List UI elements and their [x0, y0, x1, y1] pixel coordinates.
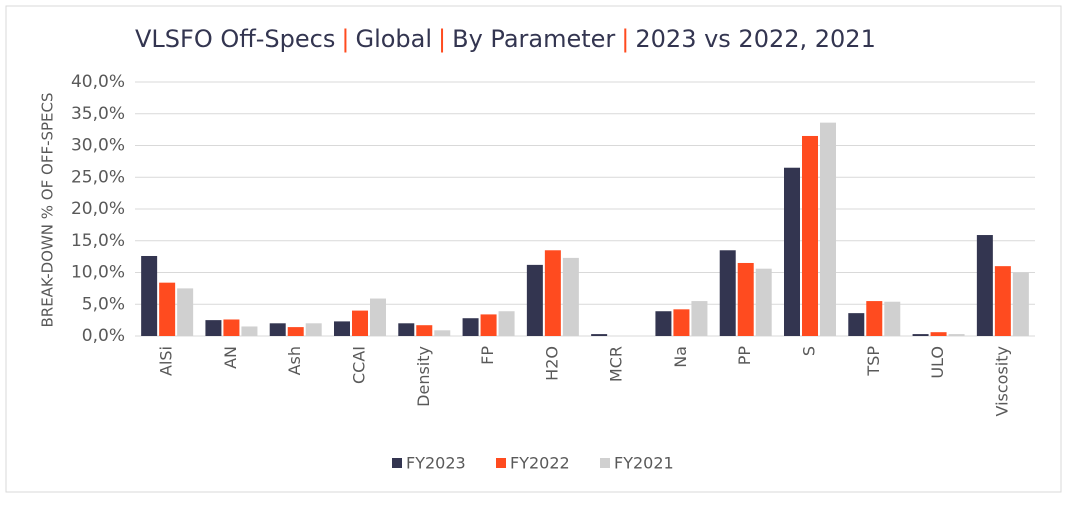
y-tick-label: 35,0%: [71, 104, 125, 124]
bar: [416, 325, 433, 336]
bar: [655, 311, 672, 336]
y-tick-label: 0,0%: [82, 326, 125, 346]
legend-swatch: [392, 458, 402, 468]
bar: [691, 301, 708, 336]
title-part: VLSFO Off-Specs: [135, 25, 335, 53]
bar: [370, 298, 386, 336]
bar: [737, 262, 754, 336]
bar: [434, 330, 451, 336]
bar: [994, 266, 1011, 336]
legend-label: FY2023: [406, 454, 466, 473]
legend-label: FY2022: [510, 454, 570, 473]
title-separator: |: [621, 25, 629, 53]
title-part: By Parameter: [452, 25, 615, 53]
y-tick-label: 5,0%: [82, 294, 125, 314]
bar: [802, 135, 818, 336]
bar: [462, 318, 479, 336]
title-separator: |: [438, 25, 446, 53]
x-tick-label: ULO: [928, 346, 947, 379]
bar: [334, 321, 350, 336]
y-tick-label: 10,0%: [71, 263, 125, 283]
y-tick-label: 30,0%: [71, 136, 125, 156]
bar: [976, 235, 993, 336]
chart-frame: [5, 5, 1062, 493]
x-tick-label: TSP: [864, 346, 883, 377]
bar: [480, 314, 497, 336]
legend-swatch: [600, 458, 610, 468]
bar: [305, 323, 322, 336]
bar: [498, 311, 515, 336]
bar: [562, 257, 579, 336]
x-tick-label: Ash: [285, 346, 304, 375]
x-tick-label: Viscosity: [992, 346, 1011, 416]
bar: [912, 334, 929, 336]
bar: [719, 250, 736, 336]
bar: [287, 327, 304, 336]
title-part: Global: [355, 25, 432, 53]
y-axis-label: BREAK-DOWN % OF OFF-SPECS: [39, 92, 57, 327]
x-tick-label: Na: [671, 346, 690, 368]
x-tick-label: Density: [414, 346, 433, 407]
bar: [820, 122, 836, 336]
bar: [848, 313, 865, 336]
bar: [884, 301, 901, 336]
bar: [948, 334, 965, 336]
bar: [205, 320, 222, 336]
bar: [673, 309, 690, 336]
bar: [398, 323, 415, 336]
bar: [159, 282, 176, 336]
y-tick-label: 25,0%: [71, 167, 125, 187]
y-tick-label: 20,0%: [71, 199, 125, 219]
legend-swatch: [496, 458, 506, 468]
bar: [241, 326, 258, 336]
x-tick-label: MCR: [607, 346, 626, 382]
bar: [223, 319, 240, 336]
bar: [352, 310, 368, 336]
bar: [755, 268, 772, 336]
x-tick-label: S: [800, 346, 819, 356]
x-tick-label: AN: [221, 346, 240, 369]
x-tick-label: CCAI: [350, 346, 369, 384]
y-tick-label: 15,0%: [71, 231, 125, 251]
bar: [866, 301, 883, 336]
title-part: 2023 vs 2022, 2021: [635, 25, 875, 53]
bar: [526, 264, 543, 336]
chart-title: VLSFO Off-Specs | Global | By Parameter | 2023…: [135, 25, 876, 53]
bar: [269, 323, 286, 336]
x-tick-label: FP: [478, 346, 497, 365]
bar: [930, 332, 947, 336]
bar: [591, 334, 608, 336]
title-separator: |: [341, 25, 349, 53]
bar: [544, 250, 561, 336]
bar: [784, 167, 800, 336]
bar: [141, 255, 158, 336]
bar: [1012, 272, 1029, 336]
y-tick-label: 40,0%: [71, 72, 125, 92]
bar: [177, 288, 194, 336]
legend-label: FY2021: [614, 454, 674, 473]
x-tick-label: AlSi: [157, 346, 176, 376]
x-tick-label: H2O: [542, 346, 561, 381]
x-tick-label: PP: [735, 346, 754, 366]
